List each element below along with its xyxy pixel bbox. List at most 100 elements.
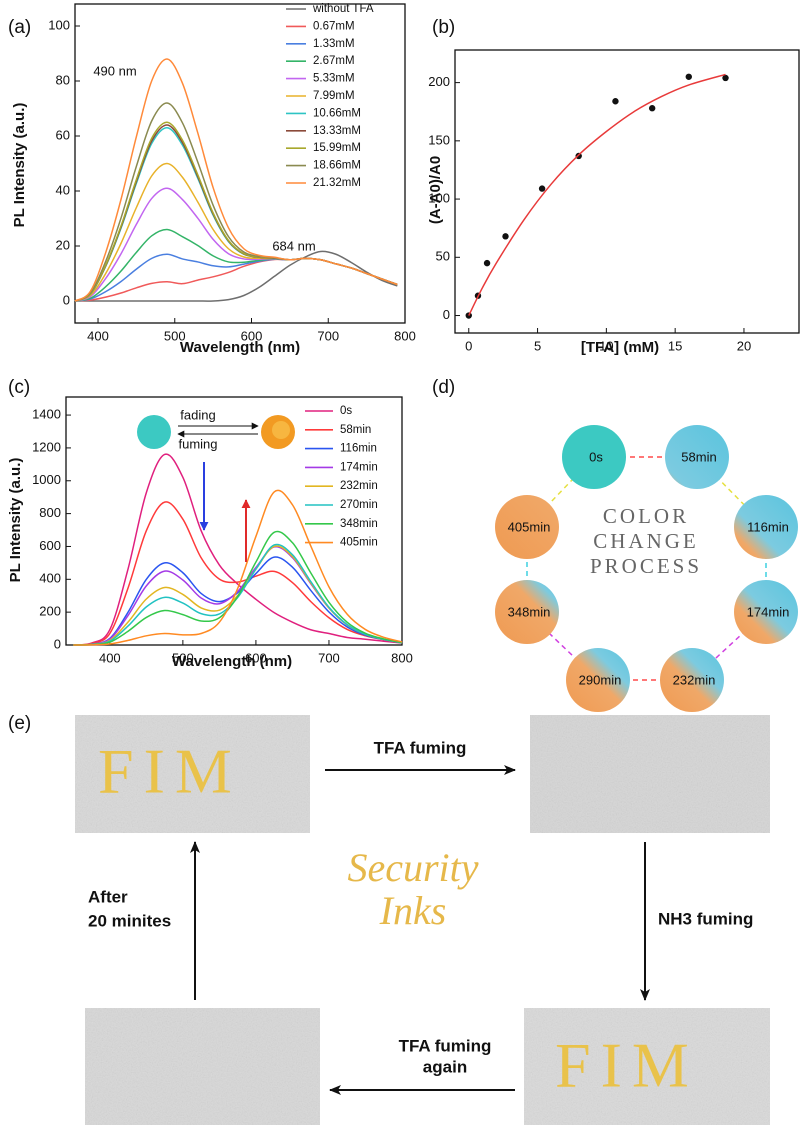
legend-label: 13.33mM <box>313 125 361 137</box>
legend-label: 5.33mM <box>313 73 355 85</box>
legend-label: 405min <box>340 537 378 549</box>
x-tick-label: 800 <box>394 328 416 343</box>
data-line <box>75 251 397 301</box>
annotation: 684 nm <box>272 238 315 253</box>
inset-dot <box>272 421 290 439</box>
stage-label: 0s <box>589 449 603 464</box>
page: {"chart_data": [ {"type": "line", "panel… <box>0 0 801 1125</box>
legend-label: 18.66mM <box>313 160 361 172</box>
panel-label: (e) <box>8 713 31 734</box>
stage-label: 174min <box>747 604 790 619</box>
panel-e: (e) FIM FIM Security Inks TFA fuming NH3… <box>8 713 770 1125</box>
panel-label: (c) <box>8 377 30 398</box>
x-tick-label: 700 <box>317 328 339 343</box>
y-tick-label: 20 <box>56 237 70 252</box>
y-tick-label: 1200 <box>32 439 61 454</box>
legend-label: 0.67mM <box>313 20 355 32</box>
x-axis-label: Wavelength (nm) <box>180 339 300 356</box>
step-label: TFA fuming <box>374 738 467 757</box>
panel-label: (d) <box>432 377 455 398</box>
y-tick-label: 200 <box>428 74 450 89</box>
y-tick-label: 600 <box>39 538 61 553</box>
y-tick-label: 100 <box>48 17 70 32</box>
y-tick-label: 800 <box>39 505 61 520</box>
y-tick-label: 1400 <box>32 407 61 422</box>
legend-label: 7.99mM <box>313 90 355 102</box>
x-axis-label: [TFA] (mM) <box>581 339 659 356</box>
step-label: NH3 fuming <box>658 909 753 928</box>
security-text: Inks <box>379 888 447 933</box>
y-tick-label: 0 <box>443 307 450 322</box>
data-line <box>469 74 726 315</box>
y-tick-label: 1000 <box>32 472 61 487</box>
legend-label: 15.99mM <box>313 142 361 154</box>
data-line <box>75 188 397 301</box>
legend-label: 1.33mM <box>313 38 355 50</box>
y-axis-label: PL Intensity (a.u.) <box>7 458 24 583</box>
x-tick-label: 15 <box>668 338 682 353</box>
y-tick-label: 50 <box>436 249 450 264</box>
step-label: TFA fuming <box>399 1036 492 1055</box>
data-point <box>502 233 508 239</box>
legend-label: 174min <box>340 461 378 473</box>
x-tick-label: 5 <box>534 338 541 353</box>
legend-label: 270min <box>340 499 378 511</box>
plot-frame <box>455 50 799 333</box>
stage-label: 290min <box>579 672 622 687</box>
x-tick-label: 400 <box>87 328 109 343</box>
y-tick-label: 150 <box>428 132 450 147</box>
y-tick-label: 60 <box>56 127 70 142</box>
legend-label: 10.66mM <box>313 107 361 119</box>
data-point <box>484 260 490 266</box>
legend-label: 116min <box>340 443 377 455</box>
y-tick-label: 80 <box>56 72 70 87</box>
annotation: fuming <box>178 436 217 451</box>
step-label: 20 minites <box>88 911 171 930</box>
x-tick-label: 800 <box>391 650 413 665</box>
paper-photo <box>530 715 770 833</box>
x-tick-label: 0 <box>465 338 472 353</box>
data-point <box>612 98 618 104</box>
y-axis-label: (A-A0)/A0 <box>427 156 444 224</box>
y-tick-label: 400 <box>39 571 61 586</box>
data-point <box>649 105 655 111</box>
stage-label: 116min <box>747 519 789 534</box>
data-point <box>686 74 692 80</box>
panel-label: (a) <box>8 17 31 38</box>
legend-label: 0s <box>340 405 352 417</box>
center-text: CHANGE <box>593 529 699 553</box>
ink-text: FIM <box>555 1030 699 1101</box>
stage-label: 405min <box>508 519 551 534</box>
inset-dot <box>137 415 171 449</box>
center-text: COLOR <box>603 504 689 528</box>
paper-photo <box>85 1008 320 1125</box>
legend-label: 348min <box>340 518 378 530</box>
y-axis-label: PL Intensity (a.u.) <box>11 103 28 228</box>
panel-label: (b) <box>432 17 455 38</box>
y-tick-label: 0 <box>63 292 70 307</box>
x-tick-label: 20 <box>737 338 751 353</box>
annotation: 490 nm <box>93 63 136 78</box>
y-tick-label: 0 <box>54 636 61 651</box>
chart: (c)4005006007008000200400600800100012001… <box>7 377 413 670</box>
x-tick-label: 400 <box>99 650 121 665</box>
y-tick-label: 40 <box>56 182 70 197</box>
security-text: Security <box>347 845 478 890</box>
legend-label: 232min <box>340 480 378 492</box>
x-tick-label: 700 <box>318 650 340 665</box>
legend-label: without TFA <box>312 3 374 15</box>
data-point <box>466 312 472 318</box>
data-point <box>539 185 545 191</box>
stage-label: 348min <box>508 604 551 619</box>
legend-label: 21.32mM <box>313 177 361 189</box>
annotation: fading <box>180 407 215 422</box>
step-label: After <box>88 887 128 906</box>
y-tick-label: 200 <box>39 604 61 619</box>
stage-label: 232min <box>673 672 716 687</box>
legend-label: 2.67mM <box>313 55 355 67</box>
stage-label: 58min <box>681 449 716 464</box>
step-label: again <box>423 1057 467 1076</box>
ink-text: FIM <box>98 736 242 807</box>
center-text: PROCESS <box>590 554 702 578</box>
